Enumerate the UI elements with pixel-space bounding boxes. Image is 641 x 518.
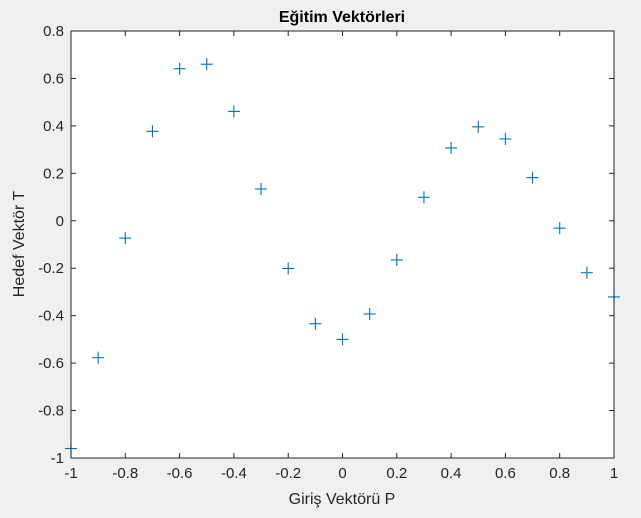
x-tick-label: -1 (64, 465, 77, 482)
data-point (580, 266, 593, 279)
x-tick-label: 0.6 (495, 465, 516, 482)
y-tick-label: -1 (51, 450, 64, 467)
x-tick-label: -0.8 (112, 465, 138, 482)
y-tick-label: 0 (56, 213, 64, 230)
x-tick-label: -0.4 (221, 465, 247, 482)
data-point (119, 232, 132, 245)
y-tick-label: -0.8 (38, 403, 64, 420)
data-point (363, 308, 376, 321)
x-tick-label: -0.6 (167, 465, 193, 482)
y-tick-labels: -1 -0.8 -0.6 -0.4 -0.2 0 0.2 0.4 0.6 0.8 (38, 23, 64, 467)
data-point (553, 222, 566, 235)
data-point (472, 120, 485, 133)
data-point (309, 317, 322, 330)
y-tick-label: -0.2 (38, 260, 64, 277)
data-point (499, 132, 512, 145)
x-tick-label: 0.8 (549, 465, 570, 482)
data-point (282, 262, 295, 275)
x-tick-label: 0 (338, 465, 346, 482)
axes-box (70, 30, 615, 459)
y-tick-label: 0.8 (43, 23, 64, 40)
data-point (146, 125, 159, 138)
x-tick-label: 1 (610, 465, 618, 482)
x-tick-label: -0.2 (275, 465, 301, 482)
data-point (255, 182, 268, 195)
data-point (173, 62, 186, 75)
x-tick-label: 0.4 (441, 465, 462, 482)
x-axis-label: Giriş Vektörü P (289, 491, 396, 508)
data-point (92, 351, 105, 364)
plot-area (71, 31, 614, 458)
data-point (200, 58, 213, 71)
y-axis-label: Hedef Vektör T (11, 191, 28, 298)
y-tick-label: -0.6 (38, 355, 64, 372)
x-tick-label: 0.2 (386, 465, 407, 482)
y-tick-label: 0.2 (43, 165, 64, 182)
x-tick-labels: -1 -0.8 -0.6 -0.4 -0.2 0 0.2 0.4 0.6 0.8 1 (64, 465, 618, 482)
data-point (336, 333, 349, 346)
y-tick-label: -0.4 (38, 308, 64, 325)
data-point (227, 105, 240, 118)
y-tick-label: 0.4 (43, 118, 64, 135)
data-point (445, 141, 458, 154)
chart-title: Eğitim Vektörleri (279, 9, 405, 26)
data-point (390, 253, 403, 266)
y-tick-label: 0.6 (43, 70, 64, 87)
data-point (526, 171, 539, 184)
data-point (417, 191, 430, 204)
